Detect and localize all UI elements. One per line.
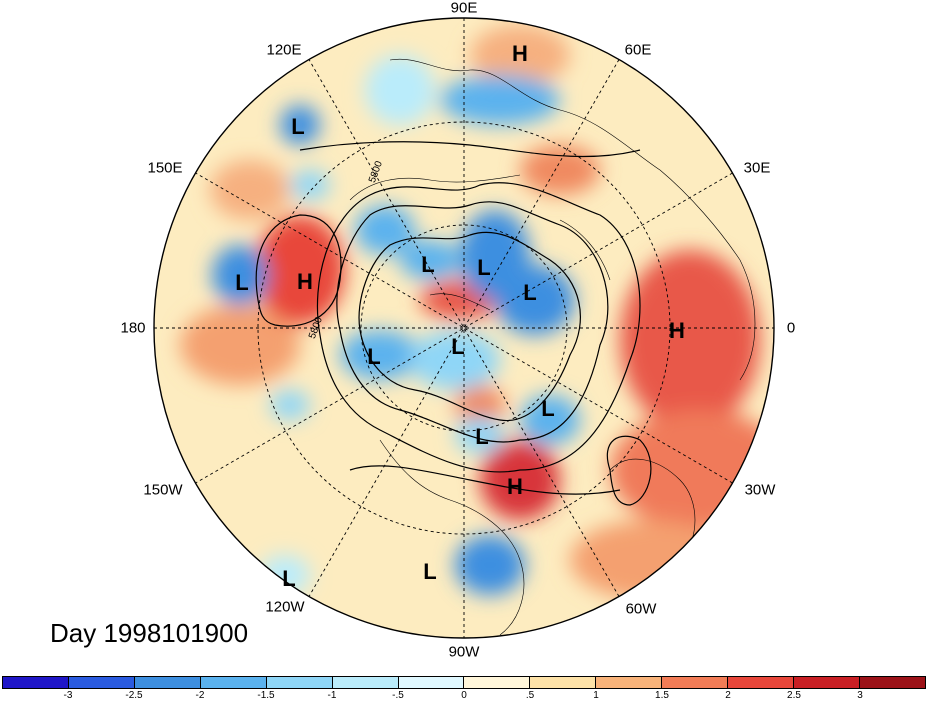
pressure-center-high: H xyxy=(297,269,313,294)
colorbar-tick-label: 1 xyxy=(593,690,599,701)
lon-label-180: 180 xyxy=(120,319,146,337)
pressure-center-high: H xyxy=(669,318,685,343)
pressure-center-low: L xyxy=(235,270,249,295)
anomaly-field xyxy=(154,18,774,638)
pressure-center-low: L xyxy=(451,334,465,359)
colorbar-tick-label: 2.5 xyxy=(787,690,801,701)
colorbar-tick-label: -.5 xyxy=(392,690,404,701)
lon-label-0: 0 xyxy=(786,319,796,337)
colorbar-swatch xyxy=(3,677,69,688)
lon-label-60e: 60E xyxy=(624,41,652,59)
colorbar-swatch xyxy=(266,677,333,688)
colorbar-tick-label: -1 xyxy=(327,690,337,701)
colorbar-swatch xyxy=(464,677,531,688)
pressure-center-low: L xyxy=(541,396,555,421)
pressure-center-low: L xyxy=(421,252,435,277)
colorbar-swatch xyxy=(200,677,267,688)
colorbar-swatch xyxy=(332,677,399,688)
lon-label-90w: 90W xyxy=(448,643,480,661)
lon-label-30e: 30E xyxy=(743,159,771,177)
colorbar-tick-label: -1.5 xyxy=(257,690,275,701)
colorbar-tick-label: .5 xyxy=(525,690,535,701)
colorbar-swatch xyxy=(794,677,860,688)
height-contours xyxy=(255,141,652,506)
pressure-center-low: L xyxy=(282,566,296,591)
colorbar-tick-label: 0 xyxy=(461,690,467,701)
lon-label-60w: 60W xyxy=(625,600,657,618)
colorbar-swatch xyxy=(530,677,597,688)
map-boundary xyxy=(153,17,775,639)
colorbar-tick-label: -2 xyxy=(195,690,205,701)
colorbar-swatch xyxy=(68,677,135,688)
colorbar-tick-label: -2.5 xyxy=(125,690,143,701)
colorbar-swatch xyxy=(662,677,729,688)
pressure-center-low: L xyxy=(523,280,537,305)
lon-label-30w: 30W xyxy=(744,481,776,499)
colorbar-swatch xyxy=(728,677,795,688)
colorbar-tick-label: 1.5 xyxy=(655,690,669,701)
coastlines xyxy=(349,58,756,636)
colorbar-swatch xyxy=(398,677,465,688)
pressure-center-low: L xyxy=(423,559,437,584)
colorbar xyxy=(2,676,926,689)
colorbar-swatch xyxy=(596,677,663,688)
lon-label-120e: 120E xyxy=(266,41,302,59)
lon-label-150w: 150W xyxy=(143,481,183,499)
pressure-center-low: L xyxy=(477,255,491,280)
lon-label-120w: 120W xyxy=(265,598,305,616)
pressure-center-low: L xyxy=(367,344,381,369)
colorbar-tick-label: -3 xyxy=(63,690,73,701)
colorbar-swatch xyxy=(134,677,201,688)
lon-label-90e: 90E xyxy=(450,0,478,17)
lon-label-150e: 150E xyxy=(147,159,183,177)
colorbar-swatch xyxy=(859,677,925,688)
graticule xyxy=(154,18,774,638)
pressure-center-high: H xyxy=(507,474,523,499)
pressure-center-low: L xyxy=(475,424,489,449)
polar-map xyxy=(153,17,775,639)
pressure-center-low: L xyxy=(291,114,305,139)
colorbar-tick-label: 2 xyxy=(725,690,731,701)
date-label: Day 1998101900 xyxy=(50,618,249,648)
colorbar-tick-label: 3 xyxy=(857,690,863,701)
pressure-center-high: H xyxy=(512,41,528,66)
